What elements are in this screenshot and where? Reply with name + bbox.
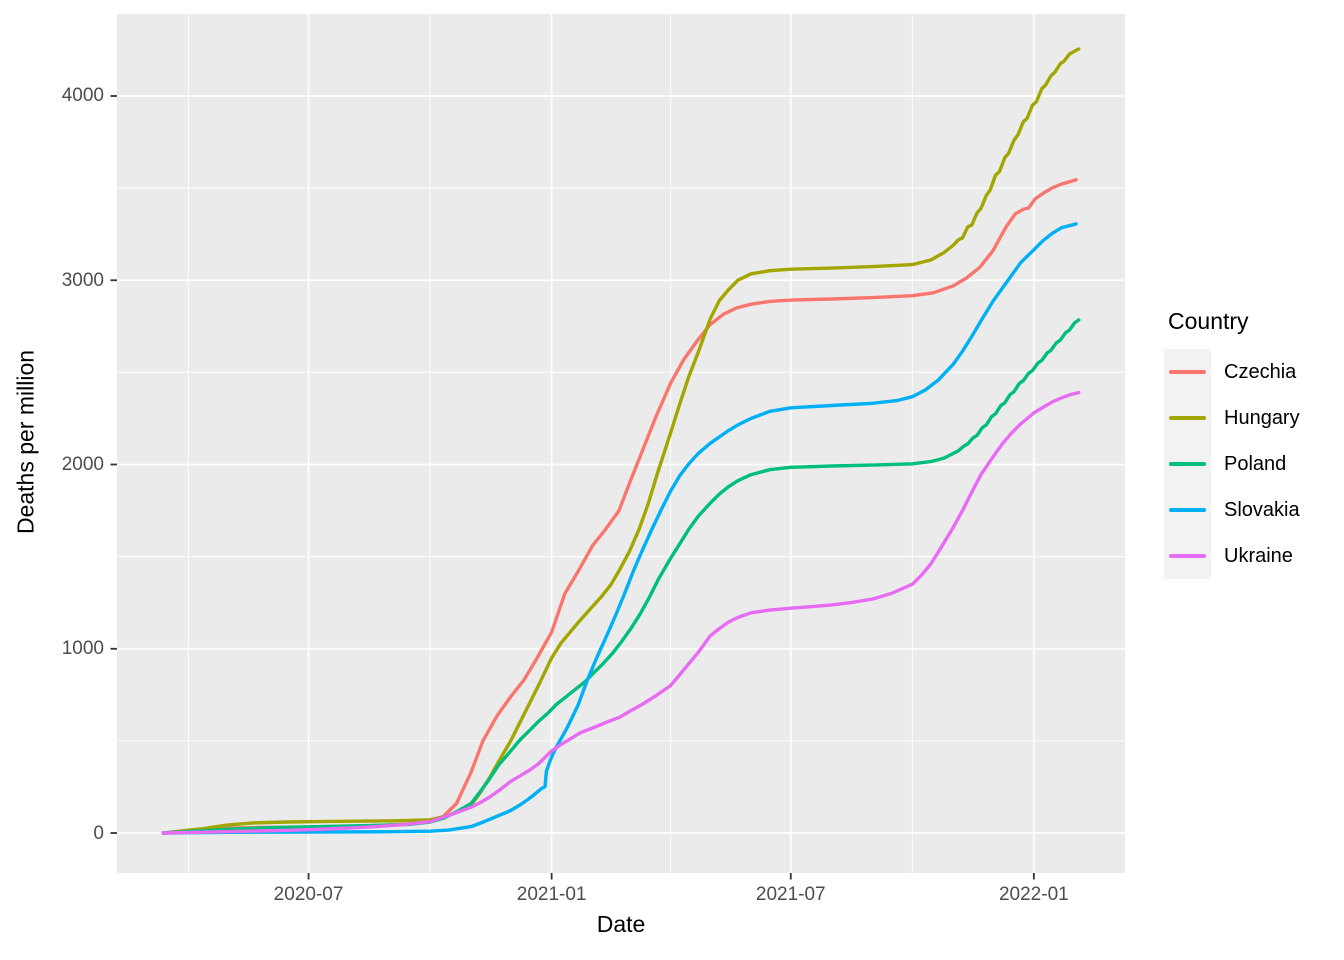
- legend-key-swatch: [1164, 533, 1211, 579]
- series-line-hungary: [161, 47, 1081, 835]
- y-tick-label: 3000: [61, 269, 104, 291]
- legend-item-hungary: Hungary: [1164, 395, 1300, 441]
- legend-label: Poland: [1224, 453, 1287, 475]
- legend-items: Czechia Hungary Poland Slovakia Ukraine: [1164, 349, 1300, 579]
- legend-item-poland: Poland: [1164, 441, 1300, 487]
- legend-key-swatch: [1164, 487, 1211, 533]
- legend-key-line-icon: [1169, 554, 1206, 558]
- y-tick-label: 1000: [61, 638, 104, 660]
- x-tick-label: 2022-01: [998, 884, 1069, 905]
- legend-key-swatch: [1164, 395, 1211, 441]
- series-lines: [161, 47, 1081, 835]
- legend-label: Slovakia: [1224, 499, 1300, 521]
- x-tick-label: 2021-01: [516, 884, 587, 905]
- legend-key-swatch: [1164, 349, 1211, 395]
- legend: Country Czechia Hungary Poland Slovakia Ukra…: [1164, 308, 1300, 579]
- legend-item-ukraine: Ukraine: [1164, 533, 1300, 579]
- panel-background: [117, 14, 1125, 873]
- legend-key-line-icon: [1169, 416, 1206, 420]
- legend-title: Country: [1168, 308, 1249, 334]
- series-line-poland: [161, 318, 1081, 835]
- x-tick-label: 2021-07: [755, 884, 826, 905]
- legend-key-line-icon: [1169, 462, 1206, 466]
- y-axis-title: Deaths per million: [12, 349, 39, 535]
- legend-key-line-icon: [1169, 508, 1206, 512]
- legend-key-line-icon: [1169, 370, 1206, 374]
- legend-label: Hungary: [1224, 407, 1300, 429]
- y-tick-label: 0: [93, 822, 104, 844]
- legend-item-czechia: Czechia: [1164, 349, 1300, 395]
- legend-key-swatch: [1164, 441, 1211, 487]
- legend-label: Czechia: [1224, 361, 1297, 383]
- series-line-slovakia: [161, 222, 1078, 835]
- y-tick-label: 4000: [61, 85, 104, 107]
- series-line-ukraine: [161, 390, 1081, 835]
- x-axis-title: Date: [596, 911, 646, 937]
- legend-item-slovakia: Slovakia: [1164, 487, 1300, 533]
- y-tick-label: 2000: [61, 454, 104, 475]
- legend-label: Ukraine: [1224, 545, 1293, 567]
- x-tick-label: 2020-07: [273, 884, 344, 905]
